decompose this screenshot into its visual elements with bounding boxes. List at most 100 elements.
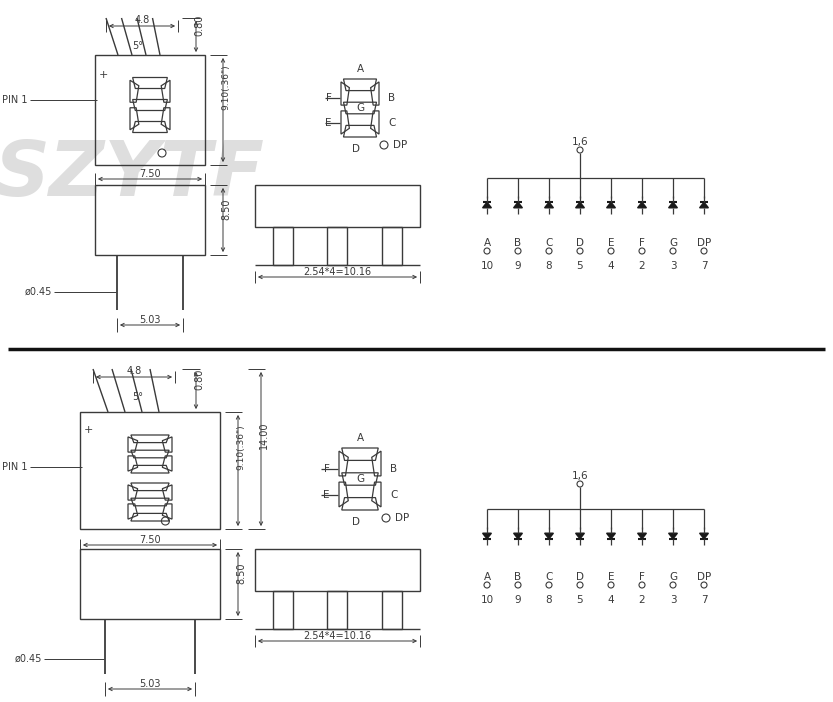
- Text: E: E: [608, 238, 614, 248]
- Text: 3: 3: [670, 261, 676, 271]
- Text: G: G: [669, 238, 677, 248]
- Text: 5°: 5°: [132, 392, 143, 402]
- Polygon shape: [482, 202, 491, 208]
- Text: 8: 8: [546, 595, 552, 605]
- Text: ø0.45: ø0.45: [15, 654, 42, 664]
- Polygon shape: [606, 534, 616, 539]
- Text: 10: 10: [481, 261, 494, 271]
- Text: 14.00: 14.00: [259, 421, 269, 449]
- Text: 2.54*4=10.16: 2.54*4=10.16: [303, 631, 372, 641]
- Text: C: C: [388, 117, 396, 128]
- Polygon shape: [700, 534, 708, 539]
- Text: B: B: [390, 463, 397, 474]
- Text: D: D: [576, 238, 584, 248]
- Text: E: E: [326, 117, 332, 128]
- Text: D: D: [352, 517, 360, 527]
- Text: 10: 10: [481, 595, 494, 605]
- Text: 0.80: 0.80: [194, 15, 204, 37]
- Polygon shape: [669, 534, 677, 539]
- Text: 4: 4: [608, 595, 614, 605]
- Text: 2.54*4=10.16: 2.54*4=10.16: [303, 267, 372, 277]
- Polygon shape: [669, 202, 677, 208]
- Text: C: C: [546, 572, 552, 582]
- Text: 5°: 5°: [132, 41, 143, 51]
- Polygon shape: [606, 202, 616, 208]
- Polygon shape: [576, 202, 585, 208]
- Text: A: A: [357, 64, 363, 74]
- Bar: [255, 549, 420, 591]
- Polygon shape: [637, 534, 646, 539]
- Text: 7: 7: [701, 261, 707, 271]
- Text: 8.50: 8.50: [221, 199, 231, 220]
- Text: F: F: [324, 463, 330, 474]
- Bar: [95, 185, 205, 255]
- Text: 4: 4: [608, 261, 614, 271]
- Polygon shape: [482, 534, 491, 539]
- Text: B: B: [388, 93, 395, 103]
- Text: 5.03: 5.03: [139, 315, 161, 325]
- Polygon shape: [576, 534, 585, 539]
- Text: 3: 3: [670, 595, 676, 605]
- Text: DP: DP: [395, 513, 409, 523]
- Text: 2: 2: [639, 261, 646, 271]
- Text: +: +: [98, 70, 107, 80]
- Text: +: +: [83, 425, 92, 435]
- Text: 9: 9: [515, 261, 521, 271]
- Text: G: G: [356, 103, 364, 113]
- Text: 4.8: 4.8: [127, 366, 142, 376]
- Text: 2: 2: [639, 595, 646, 605]
- Polygon shape: [514, 202, 522, 208]
- Text: PIN 1: PIN 1: [2, 95, 28, 105]
- Text: PIN 1: PIN 1: [2, 462, 28, 472]
- Text: F: F: [327, 93, 332, 103]
- Text: F: F: [639, 238, 645, 248]
- Polygon shape: [700, 202, 708, 208]
- Text: 0.80: 0.80: [194, 369, 204, 390]
- Text: 8.50: 8.50: [236, 562, 246, 584]
- Text: 7: 7: [701, 595, 707, 605]
- Text: C: C: [390, 489, 397, 500]
- Text: DP: DP: [697, 572, 711, 582]
- Text: C: C: [546, 238, 552, 248]
- Bar: [95, 55, 205, 165]
- Bar: [382, 591, 402, 629]
- Polygon shape: [545, 534, 553, 539]
- Text: G: G: [356, 474, 364, 484]
- Text: 9.10(.36"): 9.10(.36"): [222, 65, 231, 110]
- Bar: [327, 227, 347, 265]
- Text: A: A: [357, 433, 363, 443]
- Text: A: A: [483, 572, 491, 582]
- Text: D: D: [576, 572, 584, 582]
- Text: 5: 5: [576, 595, 583, 605]
- Text: 5: 5: [576, 261, 583, 271]
- Text: 8: 8: [546, 261, 552, 271]
- Text: 9: 9: [515, 595, 521, 605]
- Bar: [80, 412, 220, 529]
- Bar: [80, 549, 220, 619]
- Bar: [273, 591, 293, 629]
- Text: 7.50: 7.50: [139, 535, 161, 545]
- Text: B: B: [515, 572, 521, 582]
- Bar: [327, 591, 347, 629]
- Text: SZYTF: SZYTF: [0, 138, 265, 212]
- Polygon shape: [637, 202, 646, 208]
- Bar: [273, 227, 293, 265]
- Bar: [382, 227, 402, 265]
- Text: 9.10(.36"): 9.10(.36"): [237, 425, 246, 470]
- Text: 5.03: 5.03: [139, 679, 161, 689]
- Text: 4.8: 4.8: [134, 15, 150, 25]
- Text: DP: DP: [697, 238, 711, 248]
- Text: ø0.45: ø0.45: [25, 287, 52, 297]
- Text: E: E: [608, 572, 614, 582]
- Text: F: F: [639, 572, 645, 582]
- Text: DP: DP: [393, 140, 407, 150]
- Text: 1,6: 1,6: [571, 137, 588, 147]
- Text: A: A: [483, 238, 491, 248]
- Text: D: D: [352, 144, 360, 154]
- Bar: [255, 185, 420, 227]
- Text: B: B: [515, 238, 521, 248]
- Text: 1,6: 1,6: [571, 471, 588, 481]
- Polygon shape: [514, 534, 522, 539]
- Text: E: E: [323, 489, 330, 500]
- Text: G: G: [669, 572, 677, 582]
